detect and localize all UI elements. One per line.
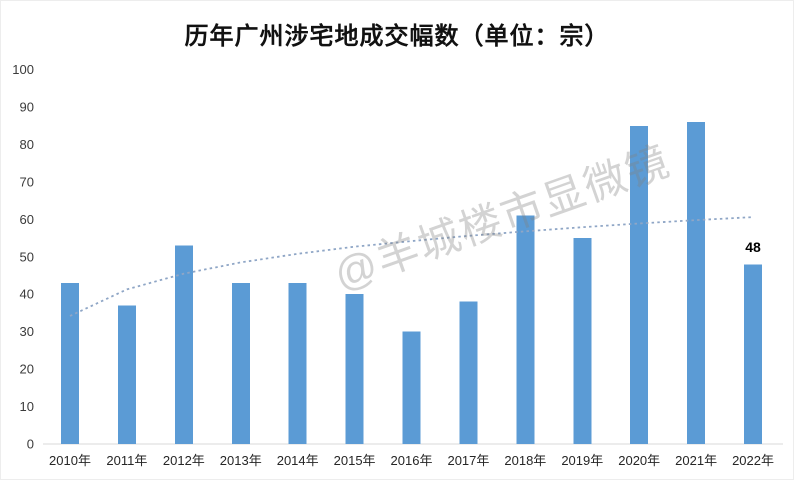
x-axis-tick-label: 2011年 [106,453,147,468]
x-axis-tick-label: 2022年 [732,453,774,468]
y-axis-tick-label: 80 [20,137,34,152]
y-axis-tick-label: 30 [20,324,34,339]
x-axis-tick-label: 2010年 [49,453,91,468]
bar [573,238,592,444]
x-axis-tick-label: 2015年 [334,453,376,468]
bar [744,264,763,444]
x-axis-tick-label: 2013年 [220,453,262,468]
chart-title: 历年广州涉宅地成交幅数（单位：宗） [184,23,610,50]
bar [117,305,136,444]
x-axis-tick-label: 2016年 [391,453,433,468]
bar [345,294,364,444]
y-axis-tick-label: 40 [20,287,34,302]
x-axis-tick-label: 2021年 [675,453,717,468]
bar [61,283,79,444]
x-axis-tick-label: 2020年 [618,453,660,468]
x-axis-tick-label: 2019年 [561,453,603,468]
bar [687,122,706,445]
x-axis-tick-label: 2018年 [504,453,546,468]
bar-data-label: 48 [745,239,761,255]
y-axis-tick-label: 10 [20,399,34,414]
y-axis-tick-label: 20 [20,362,34,377]
bar [516,215,535,444]
bar [402,331,421,444]
y-axis-tick-label: 90 [20,100,34,115]
bar [288,283,307,444]
y-axis-tick-label: 70 [20,174,34,189]
y-axis-tick-label: 50 [20,249,34,264]
y-axis-tick-label: 100 [12,62,34,77]
bar [231,283,250,444]
x-axis-tick-label: 2012年 [163,453,205,468]
y-axis-tick-label: 60 [20,212,34,227]
bar [459,301,478,444]
trend-line [69,216,754,317]
x-axis-tick-label: 2014年 [277,453,319,468]
bar [630,125,649,444]
bar [174,245,193,444]
y-axis-tick-label: 0 [27,437,34,452]
x-axis-tick-label: 2017年 [447,453,489,468]
